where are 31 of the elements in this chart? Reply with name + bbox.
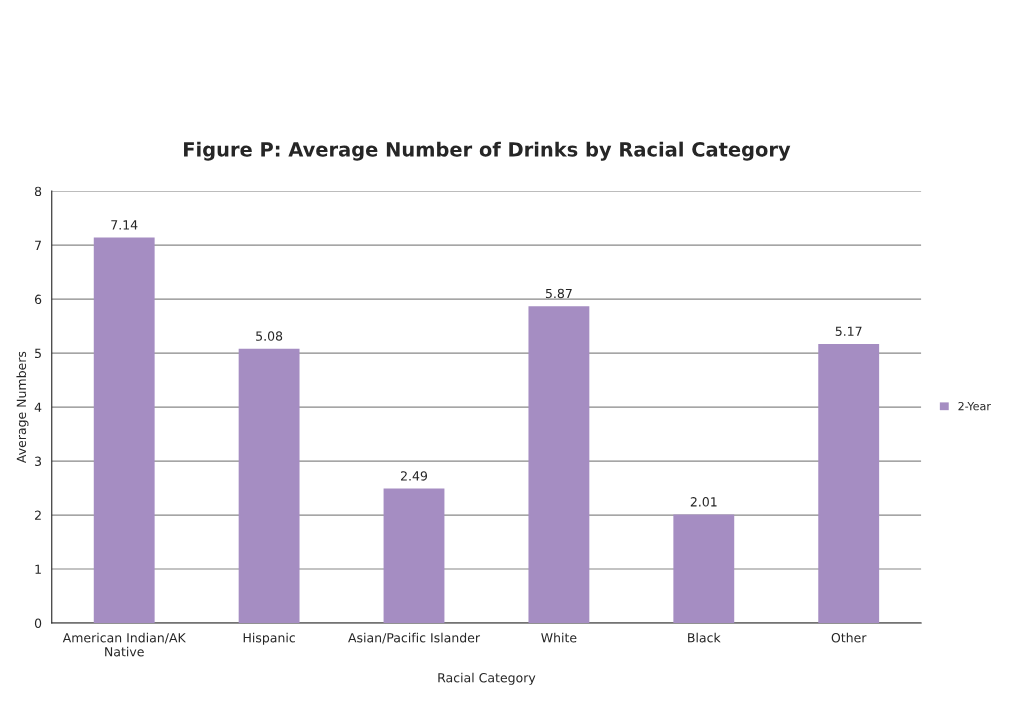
x-tick-label: American Indian/AK Native	[62, 632, 186, 657]
bar	[673, 514, 735, 624]
bar	[383, 488, 445, 624]
x-tick-label: Hispanic	[243, 632, 295, 645]
bar	[238, 348, 300, 624]
y-tick-label: 0	[34, 618, 42, 628]
y-tick-label: 8	[34, 186, 42, 197]
y-tick-label: 2	[34, 510, 41, 520]
x-tick-label: Other	[831, 632, 867, 643]
y-tick-label: 3	[35, 456, 42, 467]
y-tick-label: 1	[35, 564, 41, 574]
bar	[528, 306, 590, 624]
data-label: 2.01	[690, 497, 717, 507]
data-label: 5.87	[545, 288, 572, 299]
y-tick-label: 4	[34, 402, 42, 412]
legend-label: 2-Year	[958, 401, 991, 411]
y-tick-label: 7	[35, 240, 41, 250]
x-tick-label: Asian/Pacific Islander	[348, 632, 481, 644]
data-label: 5.08	[256, 331, 283, 341]
bar	[818, 343, 880, 624]
x-tick-label: White	[541, 632, 577, 643]
y-tick-label: 5	[35, 348, 41, 359]
x-axis-title: Racial Category	[438, 672, 536, 685]
y-axis-title: Average Numbers	[16, 351, 29, 464]
bar	[93, 237, 155, 624]
data-label: 2.49	[401, 471, 428, 481]
y-tick-label: 6	[34, 294, 42, 305]
data-label: 7.14	[111, 220, 138, 230]
data-label: 5.17	[835, 326, 862, 336]
chart-title: Figure P: Average Number of Drinks by Racial Category	[184, 141, 791, 161]
x-tick-label: Black	[688, 632, 721, 643]
